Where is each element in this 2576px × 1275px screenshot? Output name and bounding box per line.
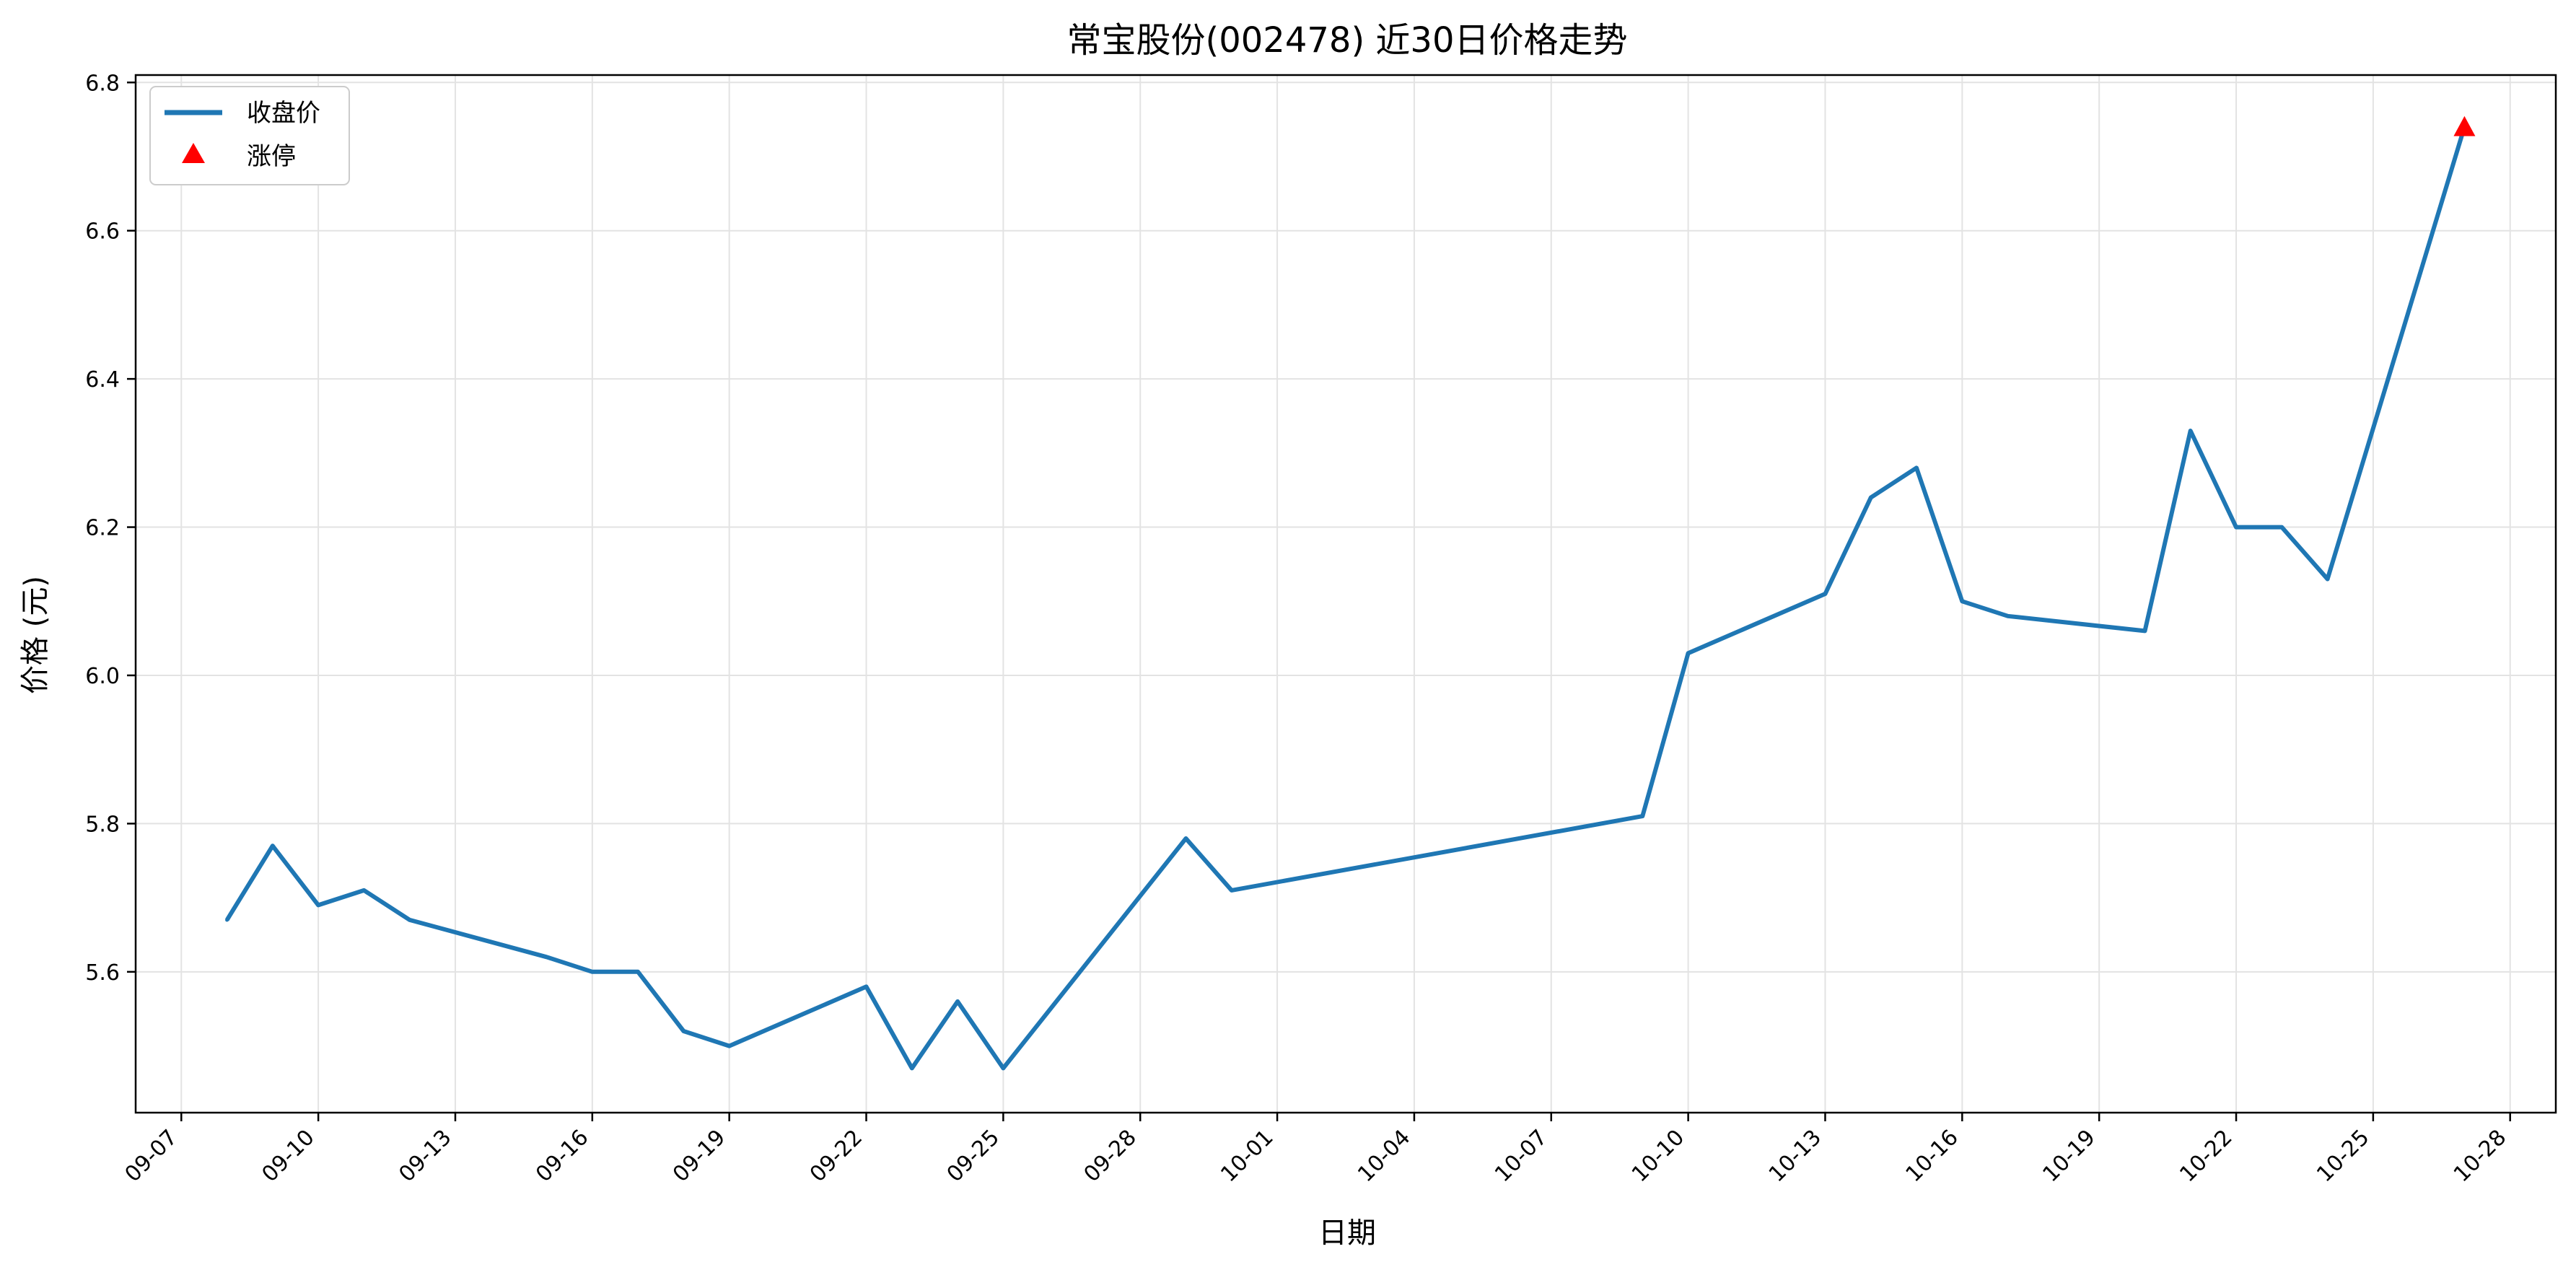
y-tick-label: 6.0 xyxy=(85,664,120,689)
close-price-point xyxy=(681,1029,685,1033)
close-price-point xyxy=(1960,599,1964,603)
y-tick-label: 6.6 xyxy=(85,219,120,245)
close-price-point xyxy=(2142,628,2147,633)
legend: 收盘价 涨停 xyxy=(149,86,350,185)
close-price-point xyxy=(362,888,366,893)
close-price-point xyxy=(1184,836,1188,841)
close-price-point xyxy=(2326,577,2330,581)
close-price-point xyxy=(2279,525,2284,530)
close-price-point xyxy=(864,984,869,989)
close-price-point xyxy=(2189,429,2193,433)
y-tick-label: 5.8 xyxy=(85,812,120,837)
legend-triangle-swatch xyxy=(182,143,205,163)
close-price-point xyxy=(545,955,549,959)
close-price-point xyxy=(636,970,640,974)
legend-label-limit-up: 涨停 xyxy=(247,142,296,171)
close-price-point xyxy=(1869,495,1873,499)
close-price-point xyxy=(1230,888,1234,893)
y-tick-label: 5.6 xyxy=(85,960,120,986)
data-series xyxy=(225,115,2476,1071)
close-price-point xyxy=(225,918,229,922)
limit-up-marker xyxy=(2453,115,2476,136)
close-price-point xyxy=(1823,592,1827,596)
close-price-point xyxy=(910,1066,914,1070)
close-price-point xyxy=(1686,651,1691,655)
close-price-point xyxy=(2234,525,2238,530)
close-price-point xyxy=(1640,814,1644,818)
close-price-point xyxy=(590,970,595,974)
y-tick-label: 6.2 xyxy=(85,516,120,541)
close-price-point xyxy=(271,844,275,848)
y-tick-label: 6.4 xyxy=(85,367,120,393)
x-axis-title: 日期 xyxy=(1318,1217,1376,1250)
chart-title: 常宝股份(002478) 近30日价格走势 xyxy=(1066,20,1627,61)
close-price-point xyxy=(955,999,960,1004)
close-price-point xyxy=(408,918,412,922)
y-axis-title: 价格 (元) xyxy=(19,576,52,694)
close-price-point xyxy=(316,903,320,907)
y-tick-label: 6.8 xyxy=(85,71,120,96)
close-price-point xyxy=(727,1044,732,1048)
plot-frame xyxy=(134,74,2557,1114)
legend-label-close: 收盘价 xyxy=(247,99,320,128)
close-price-point xyxy=(1001,1066,1005,1070)
close-price-point xyxy=(2006,614,2010,618)
close-price-point xyxy=(1914,465,1919,470)
